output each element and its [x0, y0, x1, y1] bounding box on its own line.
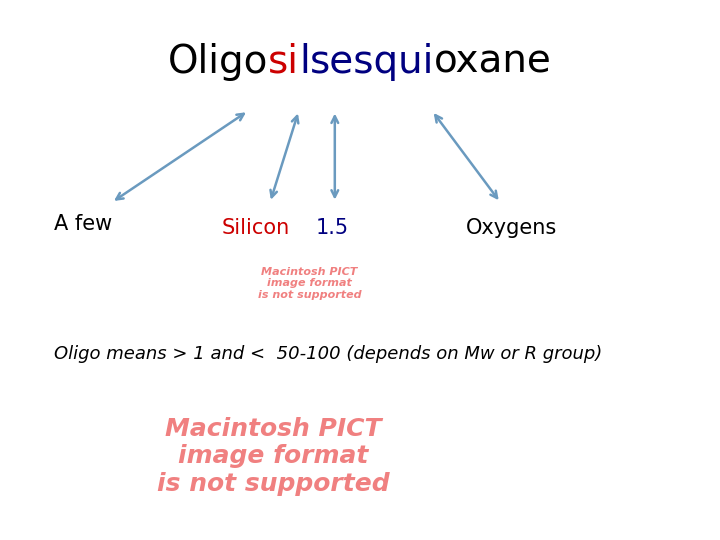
Text: l: l	[300, 43, 310, 81]
Text: Oxygens: Oxygens	[466, 218, 557, 238]
Text: 1.5: 1.5	[316, 218, 349, 238]
Text: Macintosh PICT
image format
is not supported: Macintosh PICT image format is not suppo…	[258, 267, 361, 300]
Text: Oligo: Oligo	[168, 43, 268, 81]
Text: A few: A few	[54, 214, 112, 234]
Text: Silicon: Silicon	[222, 218, 289, 238]
Text: Oligo means > 1 and <  50-100 (depends on Mw or R group): Oligo means > 1 and < 50-100 (depends on…	[54, 345, 602, 363]
Text: si: si	[268, 43, 300, 81]
Text: sesqui: sesqui	[310, 43, 434, 81]
Text: Macintosh PICT
image format
is not supported: Macintosh PICT image format is not suppo…	[157, 416, 390, 496]
Text: oxane: oxane	[434, 43, 552, 81]
